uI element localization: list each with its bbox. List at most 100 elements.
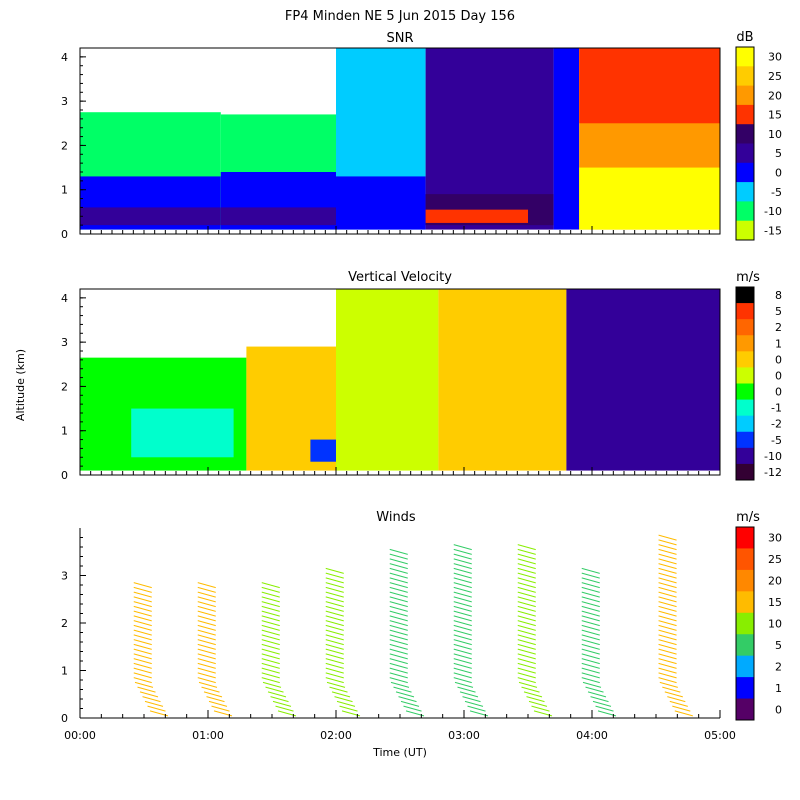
colorbar-label: -5 bbox=[771, 434, 782, 447]
wind-barb bbox=[517, 582, 536, 589]
wind-barb bbox=[331, 691, 351, 698]
wind-barb bbox=[133, 634, 152, 641]
wind-barb bbox=[658, 658, 677, 665]
wind-barb bbox=[133, 629, 152, 636]
wind-barb bbox=[658, 534, 677, 541]
wind-barb bbox=[453, 563, 472, 570]
colorbar-label: 20 bbox=[768, 575, 782, 588]
wind-barb bbox=[389, 591, 408, 598]
wind-barb bbox=[658, 572, 677, 579]
colorbar-label: 15 bbox=[768, 109, 782, 122]
wind-barb bbox=[389, 648, 408, 655]
wind-barb bbox=[261, 643, 280, 650]
wind-barb bbox=[585, 686, 604, 693]
wind-barb bbox=[389, 572, 408, 579]
colorbar-swatch bbox=[736, 303, 754, 320]
wind-barb bbox=[197, 624, 216, 631]
wind-barb bbox=[275, 705, 294, 712]
wind-barb bbox=[389, 658, 408, 665]
colorbar-frame bbox=[735, 46, 755, 241]
wind-barb bbox=[197, 601, 216, 608]
colorbar-swatch bbox=[736, 655, 754, 678]
wind-barb bbox=[581, 601, 600, 608]
wind-barb bbox=[389, 653, 408, 660]
wind-barb bbox=[517, 677, 536, 684]
wind-barb bbox=[144, 700, 164, 707]
colorbar-label: 10 bbox=[768, 618, 782, 631]
y-tick-label: 1 bbox=[61, 425, 68, 438]
heatmap-cell bbox=[553, 48, 580, 230]
wind-barb bbox=[453, 596, 472, 603]
wind-barb bbox=[336, 700, 356, 707]
wind-barb bbox=[658, 539, 677, 546]
wind-profile bbox=[453, 544, 489, 717]
wind-barb bbox=[325, 629, 344, 636]
snr-heatmap bbox=[80, 48, 720, 230]
y-tick-label: 0 bbox=[61, 228, 68, 241]
wind-barb bbox=[517, 577, 536, 584]
colorbar-label: 10 bbox=[768, 128, 782, 141]
colorbar-label: 0 bbox=[775, 353, 782, 366]
heatmap-cell bbox=[220, 207, 336, 226]
wind-barb bbox=[517, 639, 536, 646]
wind-profile bbox=[197, 582, 233, 717]
wind-barb bbox=[325, 658, 344, 665]
wind-barb bbox=[467, 705, 486, 712]
x-tick-label: 03:00 bbox=[448, 729, 480, 742]
wind-barb bbox=[197, 596, 216, 603]
colorbar-swatch bbox=[736, 66, 754, 87]
wind-barb bbox=[389, 601, 408, 608]
wind-barb bbox=[517, 572, 536, 579]
wind-barb bbox=[389, 582, 408, 589]
wind-barb bbox=[581, 572, 600, 579]
wind-barb bbox=[581, 672, 600, 679]
wind-barb bbox=[261, 624, 280, 631]
snr-units: dB bbox=[736, 30, 753, 45]
wind-barb bbox=[453, 544, 472, 551]
heatmap-cell bbox=[131, 408, 234, 458]
wind-barb bbox=[658, 586, 677, 593]
y-tick-label: 4 bbox=[61, 51, 68, 64]
wind-profile bbox=[658, 534, 693, 717]
wind-barb bbox=[197, 605, 216, 612]
colorbar-swatch bbox=[736, 677, 754, 700]
wind-barb bbox=[261, 591, 280, 598]
wind-barb bbox=[133, 596, 152, 603]
wind-barb bbox=[674, 710, 693, 717]
wind-barb bbox=[590, 696, 609, 703]
wind-barb bbox=[261, 653, 280, 660]
wind-barb bbox=[581, 567, 600, 574]
wind-barb bbox=[581, 582, 600, 589]
wind-barb bbox=[133, 648, 152, 655]
wind-barb bbox=[197, 643, 216, 650]
wind-barb bbox=[658, 548, 677, 555]
wind-barb bbox=[581, 653, 600, 660]
colorbar-label: 1 bbox=[775, 682, 782, 695]
wind-barb bbox=[517, 548, 536, 555]
wind-barb bbox=[453, 624, 472, 631]
wind-barb bbox=[203, 691, 223, 698]
wind-barb bbox=[517, 553, 536, 560]
colorbar-label: -5 bbox=[771, 186, 782, 199]
wind-barb bbox=[517, 648, 536, 655]
colorbar-swatch bbox=[736, 569, 754, 592]
panel-snr: SNR 0 1 2 3 4 dB 30 25 20 15 10 5 0 -5 -10 -15 bbox=[61, 30, 782, 241]
colorbar-swatch bbox=[736, 548, 754, 571]
wind-barb bbox=[453, 610, 472, 617]
wind-barb bbox=[197, 677, 216, 684]
wind-barb bbox=[261, 667, 280, 674]
wind-barb bbox=[133, 639, 152, 646]
wind-barb bbox=[389, 639, 408, 646]
wind-barb bbox=[658, 634, 677, 641]
wind-barb bbox=[133, 658, 152, 665]
wind-barb bbox=[339, 705, 358, 712]
wind-barb bbox=[453, 615, 472, 622]
velocity-heatmap bbox=[80, 289, 720, 471]
wind-barb bbox=[389, 548, 408, 555]
y-tick-label: 0 bbox=[61, 469, 68, 482]
wind-barb bbox=[453, 577, 472, 584]
wind-barb bbox=[389, 677, 408, 684]
wind-barb bbox=[389, 563, 408, 570]
wind-barb bbox=[389, 586, 408, 593]
colorbar-swatch bbox=[736, 335, 754, 352]
